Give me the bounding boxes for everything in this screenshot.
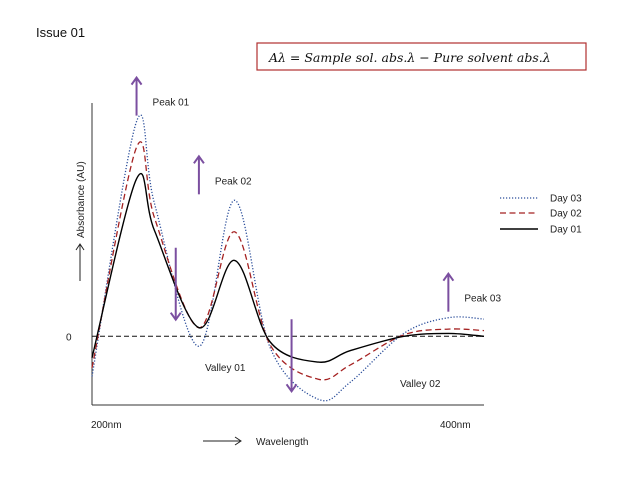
- y-tick-label-0: 0: [66, 332, 72, 343]
- x-tick-label-400nm: 400nm: [440, 420, 471, 431]
- issue-label: Issue 01: [36, 25, 85, 40]
- x-label-arrow-head: [234, 436, 242, 446]
- peak-03-arrow-head: [442, 271, 455, 282]
- series-line-day-01: [91, 172, 485, 363]
- x-axis-label: Wavelength: [256, 437, 308, 448]
- legend: Day 03 Day 02 Day 01: [500, 194, 582, 236]
- curves: [91, 114, 485, 402]
- series-line-day-02: [91, 141, 485, 381]
- legend-label-day-02: Day 02: [550, 209, 582, 220]
- valley-02-arrow-head: [285, 383, 298, 393]
- peak-01-arrow-head: [130, 75, 143, 86]
- legend-label-day-03: Day 03: [550, 194, 582, 205]
- peak-03-label: Peak 03: [464, 294, 501, 305]
- peak-02-arrow-head: [193, 154, 205, 164]
- x-tick-label-200nm: 200nm: [91, 420, 122, 431]
- peak-02-label: Peak 02: [215, 176, 252, 187]
- valley-02-label: Valley 02: [400, 379, 441, 390]
- formula-box: [256, 42, 587, 71]
- formula-text: Aλ = Sample sol. abs.λ − Pure solvent ab…: [268, 50, 551, 65]
- annotations: Peak 01 Peak 02 Peak 03 Valley 01 Valley 02: [130, 75, 501, 393]
- y-axis-label: Absorbance (AU): [76, 161, 87, 238]
- valley-01-label: Valley 01: [205, 363, 246, 374]
- y-label-arrow-head: [75, 243, 85, 251]
- valley-01-arrow-head: [169, 312, 182, 322]
- series-line-day-03: [91, 114, 485, 402]
- legend-label-day-01: Day 01: [550, 225, 582, 236]
- peak-01-label: Peak 01: [153, 98, 190, 109]
- axes: 0 200nm 400nm Wavelength Absorbance (AU): [66, 103, 484, 448]
